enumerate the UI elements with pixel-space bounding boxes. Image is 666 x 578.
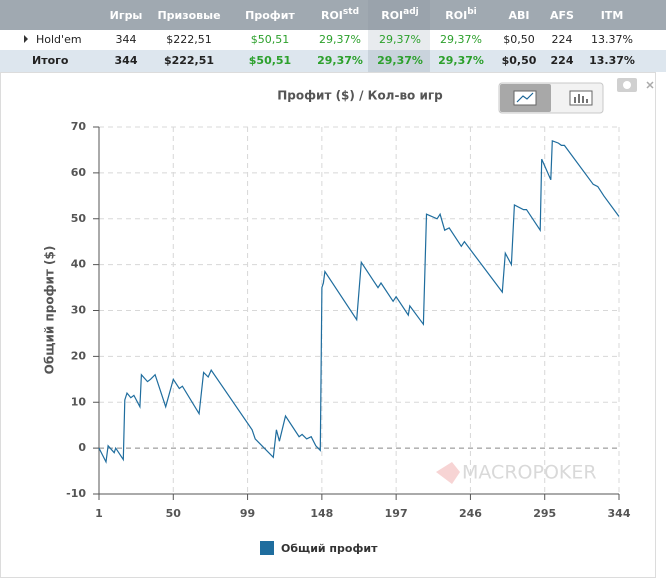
table-cell: $50,51 [249, 54, 291, 67]
table-cell: $50,51 [251, 33, 290, 46]
header-text: ROI [381, 9, 403, 22]
table-cell: 224 [551, 54, 574, 67]
y-tick-label: 10 [71, 395, 87, 408]
header-text: AFS [550, 9, 574, 22]
table-cell: 29,37% [317, 54, 363, 67]
x-tick-label: 344 [608, 507, 631, 520]
x-tick-label: 295 [533, 507, 556, 520]
column-header: ROIstd [321, 7, 359, 23]
legend-label[interactable]: Общий профит [281, 542, 378, 555]
y-tick-label: 0 [78, 441, 86, 454]
row-label: Итого [32, 54, 69, 67]
table-row[interactable] [0, 30, 666, 50]
legend-swatch[interactable] [260, 541, 274, 555]
table-cell: 13.37% [589, 54, 635, 67]
line-icon-stroke [516, 92, 534, 103]
header-sup: bi [467, 7, 477, 17]
table-cell: 344 [116, 33, 137, 46]
y-axis-label: Общий профит ($) [43, 246, 57, 375]
y-tick-label: 20 [71, 349, 87, 362]
table-cell: $0,50 [502, 54, 537, 67]
bar-icon [574, 94, 588, 103]
column-header: ABI [509, 9, 530, 22]
table-cell: 29,37% [438, 54, 484, 67]
table-cell: 13.37% [591, 33, 633, 46]
expand-arrow[interactable] [24, 35, 28, 43]
watermark-logo [436, 462, 460, 484]
profit-line [98, 139, 620, 464]
header-sup: adj [403, 7, 419, 17]
y-tick-label: 50 [71, 212, 87, 225]
table-cell: 29,37% [319, 33, 361, 46]
header-text: Призовые [157, 9, 220, 22]
table-header [0, 0, 666, 30]
watermark: MACROPOKER [462, 462, 597, 484]
table-cell: 29,37% [379, 33, 421, 46]
highlight-cell [368, 50, 430, 72]
table-cell: $222,51 [164, 54, 214, 67]
header-text: ROI [445, 9, 467, 22]
column-header: ITM [601, 9, 624, 22]
chart-title: Профит ($) / Кол-во игр [277, 89, 443, 103]
header-text: Игры [110, 9, 143, 22]
x-tick-label: 246 [459, 507, 482, 520]
y-tick-label: 40 [71, 258, 87, 271]
highlight-cell [368, 30, 430, 50]
x-tick-label: 1 [95, 507, 103, 520]
x-tick-label: 99 [240, 507, 255, 520]
column-header: Призовые [157, 9, 220, 22]
bar-chart-button[interactable] [569, 90, 593, 106]
table-cell: 29,37% [377, 54, 423, 67]
row-label: Hold'em [36, 33, 82, 46]
x-tick-label: 148 [310, 507, 333, 520]
table-cell: 344 [115, 54, 138, 67]
camera-lens [623, 81, 631, 89]
column-header: Профит [245, 9, 295, 22]
x-tick-label: 197 [385, 507, 408, 520]
y-tick-label: 30 [71, 304, 87, 317]
column-header: AFS [550, 9, 574, 22]
header-text: ITM [601, 9, 624, 22]
column-header: ROIbi [445, 7, 476, 23]
y-tick-label: -10 [66, 487, 86, 500]
table-cell: $0,50 [503, 33, 535, 46]
table-row-total [0, 50, 666, 72]
header-text: ABI [509, 9, 530, 22]
y-tick-label: 70 [71, 120, 87, 133]
header-text: Профит [245, 9, 295, 22]
header-text: ROI [321, 9, 343, 22]
header-sup: std [343, 7, 359, 17]
table-cell: 29,37% [440, 33, 482, 46]
x-tick-label: 50 [166, 507, 182, 520]
close-button[interactable] [646, 81, 654, 89]
column-header: ROIadj [381, 7, 419, 23]
y-tick-label: 60 [71, 166, 87, 179]
column-header: Игры [110, 9, 143, 22]
table-cell: $222,51 [166, 33, 212, 46]
table-cell: 224 [552, 33, 573, 46]
